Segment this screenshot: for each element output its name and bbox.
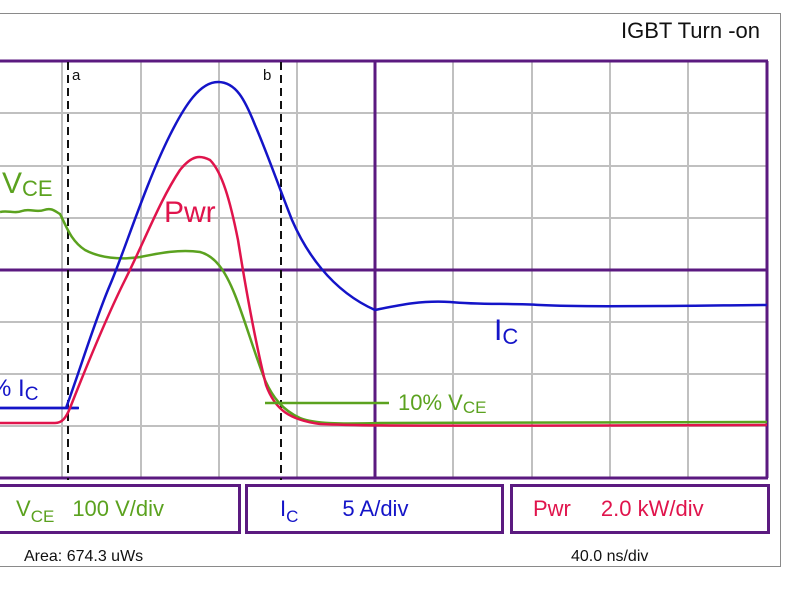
ic-channel-label: IC: [280, 496, 299, 526]
trace-pwr: [0, 155, 768, 427]
axis-lines: [0, 59, 769, 480]
chart-title: IGBT Turn -on: [621, 18, 760, 43]
vce-threshold-label: 10% VCE: [398, 390, 486, 417]
area-readout: Area: 674.3 uWs: [24, 548, 144, 565]
cursor-a-label: a: [72, 67, 81, 84]
timebase-readout: 40.0 ns/div: [571, 548, 649, 565]
vce-trace-label: VCE: [2, 167, 53, 201]
vce-scale-value: 100 V/div: [72, 496, 165, 521]
scale-box-ic[interactable]: IC 5 A/div: [245, 484, 504, 534]
cursor-b-label: b: [263, 67, 271, 84]
ic-trace-label: IC: [494, 314, 518, 349]
vce-channel-label: VCE: [16, 496, 55, 526]
scope-frame: [0, 13, 781, 567]
pwr-trace-label: Pwr: [164, 196, 216, 229]
trace-vce: [0, 207, 768, 425]
cursor-a[interactable]: a: [67, 62, 81, 480]
ic-threshold-label: % IC: [0, 375, 38, 405]
trace-ic: [0, 80, 768, 410]
pwr-channel-label: Pwr: [533, 496, 571, 521]
scale-box-pwr[interactable]: Pwr 2.0 kW/div: [510, 484, 770, 534]
scale-box-vce[interactable]: VCE 100 V/div: [0, 484, 241, 534]
cursor-b[interactable]: b: [263, 62, 282, 480]
ic-scale-value: 5 A/div: [342, 496, 409, 521]
pwr-scale-value: 2.0 kW/div: [600, 496, 704, 521]
